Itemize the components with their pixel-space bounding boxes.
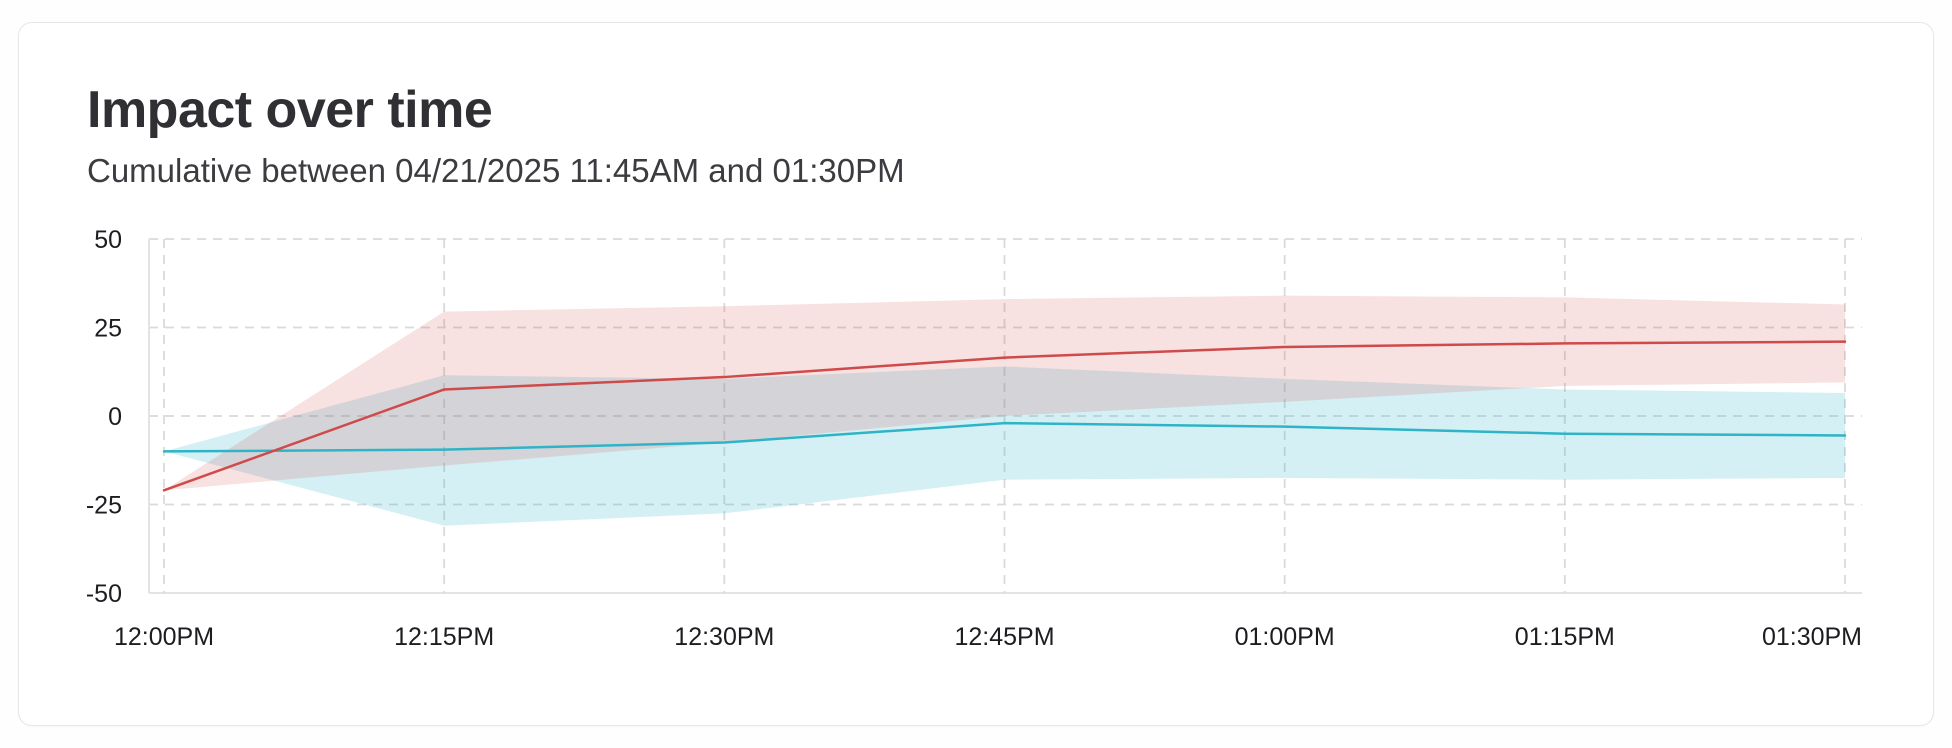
- teal-series-band: [164, 366, 1845, 526]
- teal-series-line: [162, 421, 1847, 453]
- y-tick-label: 25: [94, 315, 122, 343]
- y-tick-label: -50: [86, 580, 122, 608]
- chart-subtitle: Cumulative between 04/21/2025 11:45AM an…: [87, 152, 905, 189]
- x-tick-label: 12:30PM: [674, 623, 774, 651]
- x-tick-label: 01:00PM: [1235, 623, 1335, 651]
- y-tick-label: 50: [94, 226, 122, 254]
- x-tick-label: 12:00PM: [114, 623, 214, 651]
- impact-card: Impact over time Cumulative between 04/2…: [18, 22, 1934, 726]
- y-tick-label: 0: [108, 403, 122, 431]
- x-tick-label: 12:15PM: [394, 623, 494, 651]
- red-series-line: [162, 340, 1847, 492]
- x-tick-label: 12:45PM: [954, 623, 1054, 651]
- x-tick-label: 01:15PM: [1515, 623, 1615, 651]
- x-tick-label: 01:30PM: [1762, 623, 1862, 651]
- chart-title: Impact over time: [87, 81, 493, 139]
- y-tick-label: -25: [86, 492, 122, 520]
